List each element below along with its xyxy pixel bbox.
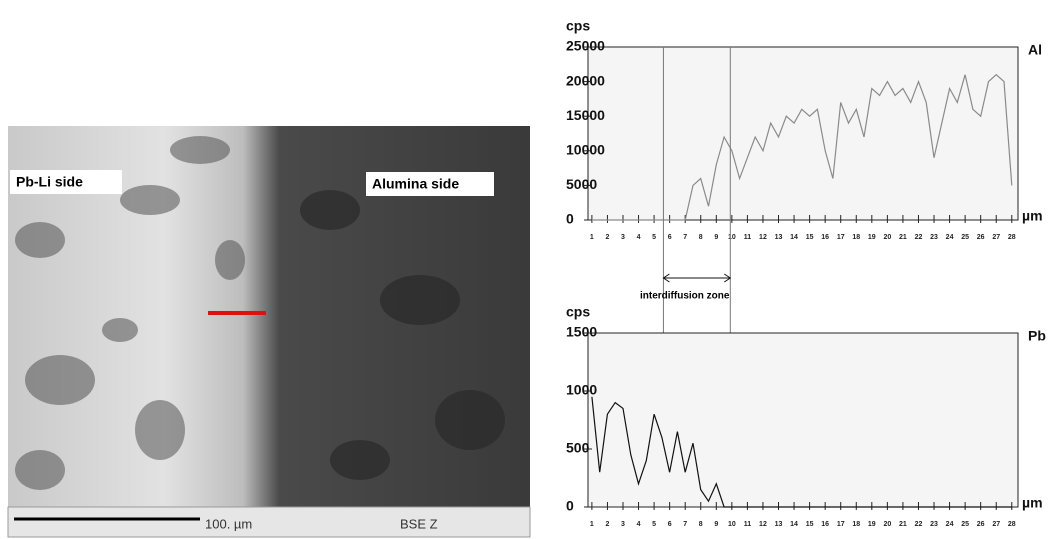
x-tick-label: 27 [992, 234, 1000, 241]
x-tick-label: 21 [899, 234, 907, 241]
x-tick-label: 8 [699, 521, 703, 528]
x-tick-label: 17 [837, 234, 845, 241]
x-tick-label: 16 [821, 234, 829, 241]
x-tick-label: 13 [775, 234, 783, 241]
x-tick-label: 26 [977, 521, 985, 528]
y-tick-label: 500 [566, 440, 590, 456]
y-tick-label: 25000 [566, 38, 605, 54]
sem-image: Pb-Li side Alumina side 100. µm BSE Z [8, 126, 530, 537]
x-tick-label: 3 [621, 521, 625, 528]
x-tick-label: 19 [868, 234, 876, 241]
x-tick-label: 7 [683, 234, 687, 241]
x-tick-label: 18 [852, 521, 860, 528]
detector-label: BSE Z [400, 516, 438, 531]
x-tick-label: 28 [1008, 234, 1016, 241]
y-tick-label: 1500 [566, 324, 597, 340]
plot-area [588, 333, 1018, 507]
y-tick-label: 10000 [566, 142, 605, 158]
x-tick-label: 21 [899, 521, 907, 528]
x-tick-label: 20 [883, 234, 891, 241]
x-axis-label: µm [1022, 208, 1043, 224]
y-tick-label: 1000 [566, 382, 597, 398]
x-tick-label: 22 [915, 521, 923, 528]
y-axis-label: cps [566, 304, 590, 320]
x-tick-label: 16 [821, 521, 829, 528]
x-tick-label: 9 [714, 234, 718, 241]
x-tick-label: 25 [961, 234, 969, 241]
y-tick-label: 5000 [566, 176, 597, 192]
x-tick-label: 15 [806, 521, 814, 528]
x-tick-label: 11 [744, 521, 752, 528]
y-axis-label: cps [566, 18, 590, 34]
image-label: Pb-Li side [16, 174, 83, 190]
y-tick-label: 15000 [566, 107, 605, 123]
x-tick-label: 14 [790, 234, 798, 241]
y-tick-label: 20000 [566, 72, 605, 88]
legend-label: Al [1028, 42, 1042, 58]
x-tick-label: 11 [744, 234, 752, 241]
x-tick-label: 7 [683, 521, 687, 528]
x-tick-label: 28 [1008, 521, 1016, 528]
x-tick-label: 5 [652, 521, 656, 528]
annotation: interdiffusion zone [640, 291, 730, 302]
x-tick-label: 10 [728, 521, 736, 528]
x-tick-label: 6 [668, 234, 672, 241]
x-tick-label: 15 [806, 234, 814, 241]
figure: Pb-Li side Alumina side 100. µm BSE Z cp… [0, 0, 1056, 539]
legend-label: Pb [1028, 328, 1046, 344]
x-tick-label: 2 [605, 234, 609, 241]
x-tick-label: 3 [621, 234, 625, 241]
x-tick-label: 24 [946, 521, 954, 528]
x-tick-label: 10 [728, 234, 736, 241]
x-tick-label: 13 [775, 521, 783, 528]
x-tick-label: 9 [714, 521, 718, 528]
plot-area [588, 47, 1018, 220]
image-label: Alumina side [372, 176, 459, 192]
x-tick-label: 23 [930, 521, 938, 528]
x-tick-label: 4 [637, 234, 641, 241]
y-tick-label: 0 [566, 498, 574, 514]
x-axis-label: µm [1022, 495, 1043, 511]
x-tick-label: 19 [868, 521, 876, 528]
x-tick-label: 2 [605, 521, 609, 528]
x-tick-label: 4 [637, 521, 641, 528]
x-tick-label: 27 [992, 521, 1000, 528]
scale-label: 100. µm [205, 516, 252, 531]
x-tick-label: 22 [915, 234, 923, 241]
x-tick-label: 12 [759, 521, 767, 528]
x-tick-label: 6 [668, 521, 672, 528]
x-tick-label: 8 [699, 234, 703, 241]
x-tick-label: 12 [759, 234, 767, 241]
x-tick-label: 26 [977, 234, 985, 241]
x-tick-label: 20 [883, 521, 891, 528]
x-tick-label: 25 [961, 521, 969, 528]
x-tick-label: 14 [790, 521, 798, 528]
x-tick-label: 24 [946, 234, 954, 241]
x-tick-label: 23 [930, 234, 938, 241]
y-tick-label: 0 [566, 211, 574, 227]
x-tick-label: 18 [852, 234, 860, 241]
x-tick-label: 1 [590, 521, 594, 528]
x-tick-label: 1 [590, 234, 594, 241]
x-tick-label: 5 [652, 234, 656, 241]
x-tick-label: 17 [837, 521, 845, 528]
